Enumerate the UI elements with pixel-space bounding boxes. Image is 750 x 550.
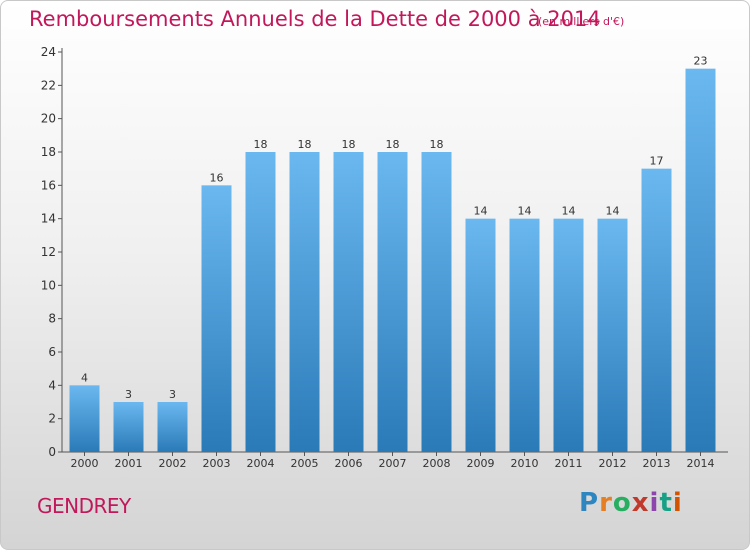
y-tick-label: 8	[48, 312, 56, 326]
x-tick-label: 2006	[335, 457, 363, 470]
value-label: 14	[606, 205, 620, 218]
y-tick-label: 16	[41, 178, 56, 192]
brand-letter: t	[659, 488, 673, 518]
y-tick-label: 2	[48, 412, 56, 426]
bar-2005	[289, 152, 320, 452]
bar-2010	[509, 218, 540, 452]
value-label: 18	[342, 138, 356, 151]
y-tick-label: 18	[41, 145, 56, 159]
x-tick-label: 2009	[467, 457, 495, 470]
y-tick-label: 14	[41, 212, 56, 226]
y-tick-label: 22	[41, 78, 56, 92]
brand-letter: o	[612, 488, 632, 518]
bar-2008	[421, 152, 452, 452]
value-label: 18	[386, 138, 400, 151]
x-tick-label: 2007	[379, 457, 407, 470]
x-tick-label: 2005	[291, 457, 319, 470]
chart-subtitle: (en milliers d'€)	[538, 15, 625, 28]
value-label: 14	[474, 205, 488, 218]
y-tick-label: 20	[41, 112, 56, 126]
y-tick-label: 24	[41, 45, 56, 59]
brand-letter: r	[599, 488, 613, 518]
value-label: 14	[562, 205, 576, 218]
bar-2012	[597, 218, 628, 452]
value-label: 18	[430, 138, 444, 151]
x-tick-label: 2013	[643, 457, 671, 470]
x-tick-label: 2000	[71, 457, 99, 470]
bar-2009	[465, 218, 496, 452]
x-tick-label: 2008	[423, 457, 451, 470]
value-label: 18	[254, 138, 268, 151]
value-label: 16	[210, 171, 224, 184]
x-tick-label: 2012	[599, 457, 627, 470]
bar-2004	[245, 152, 276, 452]
bar-2013	[641, 168, 672, 452]
brand-letter: i	[672, 488, 683, 518]
y-tick-label: 6	[48, 345, 56, 359]
bar-2001	[113, 402, 144, 452]
bar-2002	[157, 402, 188, 452]
x-tick-label: 2011	[555, 457, 583, 470]
brand-letter: x	[631, 488, 650, 518]
value-label: 3	[169, 388, 176, 401]
commune-name: GENDREY	[37, 494, 131, 518]
value-label: 23	[694, 55, 708, 68]
x-tick-label: 2002	[159, 457, 187, 470]
x-tick-label: 2014	[687, 457, 715, 470]
bar-2007	[377, 152, 408, 452]
value-label: 4	[81, 371, 88, 384]
bar-2006	[333, 152, 364, 452]
bar-2011	[553, 218, 584, 452]
value-label: 18	[298, 138, 312, 151]
chart-title: Remboursements Annuels de la Dette de 20…	[29, 7, 601, 31]
x-tick-label: 2001	[115, 457, 143, 470]
x-tick-label: 2010	[511, 457, 539, 470]
bar-2003	[201, 185, 232, 453]
y-tick-label: 4	[48, 378, 56, 392]
x-tick-label: 2003	[203, 457, 231, 470]
y-tick-label: 10	[41, 278, 56, 292]
brand-letter: P	[579, 488, 600, 518]
y-tick-label: 0	[48, 445, 56, 459]
x-tick-label: 2004	[247, 457, 275, 470]
bar-2014	[685, 68, 716, 453]
brand-letter: i	[649, 488, 660, 518]
value-label: 14	[518, 205, 532, 218]
value-label: 17	[650, 155, 664, 168]
bar-2000	[69, 385, 100, 452]
value-label: 3	[125, 388, 132, 401]
y-tick-label: 12	[41, 245, 56, 259]
proxiti-logo: Proxiti	[579, 488, 683, 518]
